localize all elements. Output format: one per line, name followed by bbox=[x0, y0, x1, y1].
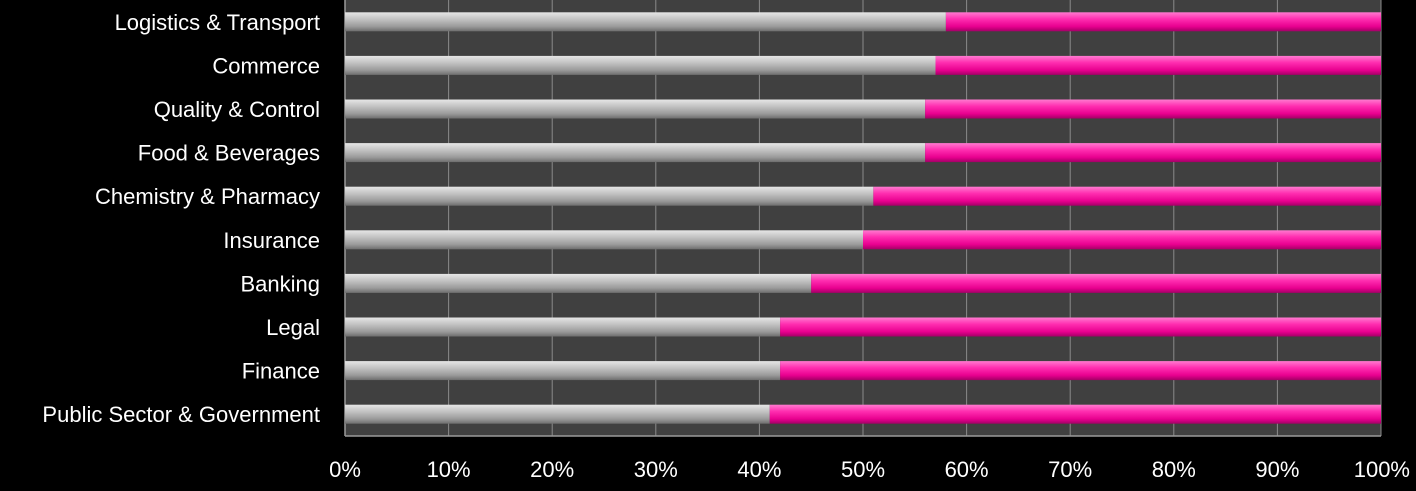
bar-segment-pink bbox=[925, 99, 1381, 119]
bar-segment-pink bbox=[811, 273, 1381, 293]
category-label: Food & Beverages bbox=[138, 141, 320, 166]
category-label: Finance bbox=[242, 359, 320, 384]
x-tick-label: 20% bbox=[530, 457, 574, 482]
category-label: Legal bbox=[266, 315, 320, 340]
bar-segment-gray bbox=[345, 404, 770, 424]
x-tick-label: 60% bbox=[945, 457, 989, 482]
x-tick-label: 50% bbox=[841, 457, 885, 482]
bar-segment-gray bbox=[345, 186, 874, 206]
bar-segment-pink bbox=[945, 12, 1381, 32]
category-label: Chemistry & Pharmacy bbox=[95, 184, 320, 209]
bar-segment-gray bbox=[345, 55, 936, 75]
x-tick-label: 10% bbox=[427, 457, 471, 482]
bar-segment-pink bbox=[925, 143, 1381, 163]
category-label: Banking bbox=[240, 271, 320, 296]
category-label: Logistics & Transport bbox=[115, 10, 320, 35]
bar-segment-pink bbox=[780, 317, 1381, 337]
bar-segment-pink bbox=[769, 404, 1381, 424]
bar-segment-pink bbox=[780, 361, 1381, 381]
x-tick-label: 100% bbox=[1354, 457, 1410, 482]
bar-segment-pink bbox=[935, 55, 1381, 75]
bar-segment-gray bbox=[345, 230, 863, 250]
bar-segment-gray bbox=[345, 361, 781, 381]
x-tick-label: 40% bbox=[737, 457, 781, 482]
category-label: Commerce bbox=[212, 53, 320, 78]
x-tick-label: 80% bbox=[1152, 457, 1196, 482]
bar-segment-pink bbox=[873, 186, 1381, 206]
bar-segment-gray bbox=[345, 273, 812, 293]
x-tick-label: 70% bbox=[1048, 457, 1092, 482]
category-label: Quality & Control bbox=[154, 97, 320, 122]
category-label: Insurance bbox=[223, 228, 320, 253]
x-tick-label: 0% bbox=[329, 457, 361, 482]
bar-segment-gray bbox=[345, 317, 781, 337]
bar-segment-gray bbox=[345, 99, 926, 119]
bar-segment-pink bbox=[863, 230, 1381, 250]
x-tick-label: 90% bbox=[1255, 457, 1299, 482]
bar-segment-gray bbox=[345, 12, 946, 32]
category-label: Public Sector & Government bbox=[42, 402, 320, 427]
x-tick-label: 30% bbox=[634, 457, 678, 482]
bar-segment-gray bbox=[345, 143, 926, 163]
